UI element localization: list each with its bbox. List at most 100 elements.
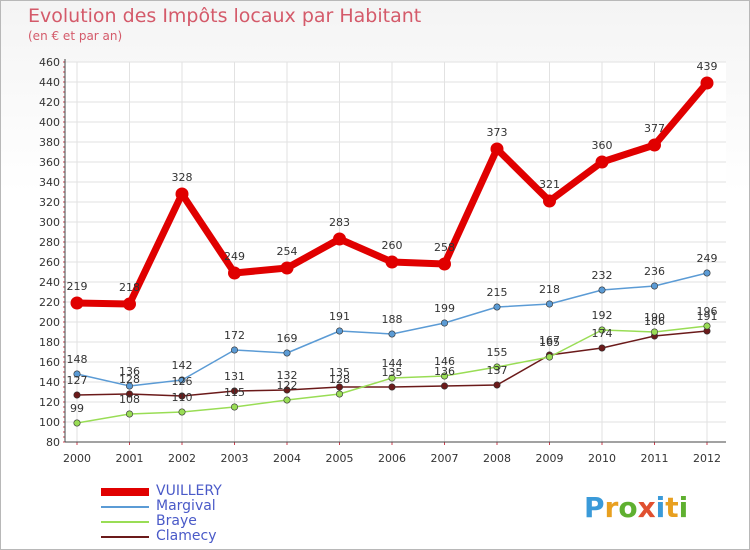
data-label-vuillery: 219	[67, 280, 88, 293]
x-tick-label: 2007	[431, 452, 459, 465]
logo-letter: i	[655, 491, 666, 524]
data-label-margival: 136	[119, 365, 140, 378]
data-label-braye: 196	[697, 305, 718, 318]
data-point-braye	[388, 374, 396, 382]
data-label-margival: 191	[329, 310, 350, 323]
data-label-clamecy: 174	[592, 327, 613, 340]
data-point-braye	[650, 328, 658, 336]
data-label-clamecy: 128	[119, 373, 140, 386]
data-label-clamecy: 186	[644, 315, 665, 328]
data-label-vuillery: 283	[329, 216, 350, 229]
logo-letter: x	[637, 491, 656, 524]
data-point-braye	[703, 322, 711, 330]
data-label-clamecy: 126	[172, 375, 193, 388]
data-point-vuillery	[228, 266, 241, 280]
data-point-vuillery	[595, 155, 609, 169]
x-tick-label: 2005	[326, 452, 354, 465]
data-point-vuillery	[385, 255, 399, 269]
data-point-margival	[598, 286, 606, 294]
x-tick-label: 2000	[63, 452, 91, 465]
y-tick-label: 100	[39, 416, 60, 429]
data-point-margival	[545, 300, 553, 308]
data-point-margival	[178, 376, 186, 384]
data-label-clamecy: 136	[434, 365, 455, 378]
data-point-braye	[231, 403, 239, 411]
data-label-vuillery: 249	[224, 250, 245, 263]
data-point-clamecy	[126, 390, 134, 398]
legend-swatch-braye	[101, 521, 149, 523]
data-point-margival	[388, 330, 396, 338]
data-label-braye: 122	[277, 379, 298, 392]
data-point-margival	[703, 269, 711, 277]
data-point-vuillery	[70, 296, 84, 310]
data-label-braye: 115	[224, 386, 245, 399]
data-label-clamecy: 135	[329, 366, 350, 379]
data-label-clamecy: 135	[382, 366, 403, 379]
data-point-clamecy	[283, 386, 291, 394]
data-point-clamecy	[388, 383, 396, 391]
data-label-margival: 148	[67, 353, 88, 366]
legend-label-clamecy: Clamecy	[156, 528, 217, 544]
data-point-clamecy	[178, 392, 186, 400]
data-label-braye: 108	[119, 393, 140, 406]
data-point-vuillery	[543, 194, 556, 208]
data-label-margival: 169	[277, 332, 298, 345]
data-point-margival	[440, 319, 448, 327]
x-tick-label: 2012	[693, 452, 721, 465]
y-tick-label: 120	[39, 396, 60, 409]
data-point-braye	[126, 410, 134, 418]
logo-letter: P	[584, 491, 605, 524]
data-label-margival: 218	[539, 283, 560, 296]
legend-swatch-vuillery	[101, 488, 149, 496]
data-label-layer: 127 128 126 131 132 135 135 136 137 167 174 186 191 9…	[67, 60, 718, 415]
y-tick-label: 260	[39, 256, 60, 269]
x-tick-label: 2002	[168, 452, 196, 465]
logo-letter: o	[618, 491, 638, 524]
y-tick-label: 140	[39, 376, 60, 389]
logo-letter: r	[604, 491, 619, 524]
data-label-braye: 110	[172, 391, 193, 404]
data-point-vuillery	[175, 187, 189, 201]
legend-label-braye: Braye	[156, 513, 197, 529]
data-label-braye: 128	[329, 373, 350, 386]
x-tick-label: 2006	[378, 452, 406, 465]
x-tick-label: 2004	[273, 452, 301, 465]
data-point-braye	[545, 353, 553, 361]
data-label-braye: 165	[539, 336, 560, 349]
legend-swatch-clamecy	[101, 536, 149, 538]
y-tick-label: 220	[39, 296, 60, 309]
data-point-margival	[335, 327, 343, 335]
data-label-margival: 199	[434, 302, 455, 315]
data-point-braye	[598, 326, 606, 334]
y-tick-label: 200	[39, 316, 60, 329]
data-point-braye	[493, 363, 501, 371]
y-tick-label: 300	[39, 216, 60, 229]
data-label-clamecy: 132	[277, 369, 298, 382]
data-point-margival	[283, 349, 291, 357]
data-label-braye: 99	[70, 402, 84, 415]
y-tick-label: 320	[39, 196, 60, 209]
data-label-braye: 155	[487, 346, 508, 359]
data-label-braye: 146	[434, 355, 455, 368]
data-point-vuillery	[648, 138, 661, 152]
data-label-vuillery: 377	[644, 122, 665, 135]
series-layer	[70, 76, 714, 427]
data-label-vuillery: 260	[382, 239, 403, 252]
y-tick-label: 420	[39, 96, 60, 109]
data-label-margival: 172	[224, 329, 245, 342]
data-label-vuillery: 373	[487, 126, 508, 139]
data-point-clamecy	[335, 383, 343, 391]
data-point-vuillery	[490, 142, 504, 156]
data-point-vuillery	[123, 297, 136, 311]
x-tick-label: 2010	[588, 452, 616, 465]
legend-swatch-margival	[101, 506, 149, 508]
y-tick-label: 340	[39, 176, 60, 189]
data-point-braye	[335, 390, 343, 398]
data-point-vuillery	[280, 261, 294, 275]
data-point-braye	[440, 372, 448, 380]
data-label-vuillery: 439	[697, 60, 718, 73]
data-point-clamecy	[440, 382, 448, 390]
y-tick-label: 460	[39, 56, 60, 69]
y-tick-label: 360	[39, 156, 60, 169]
